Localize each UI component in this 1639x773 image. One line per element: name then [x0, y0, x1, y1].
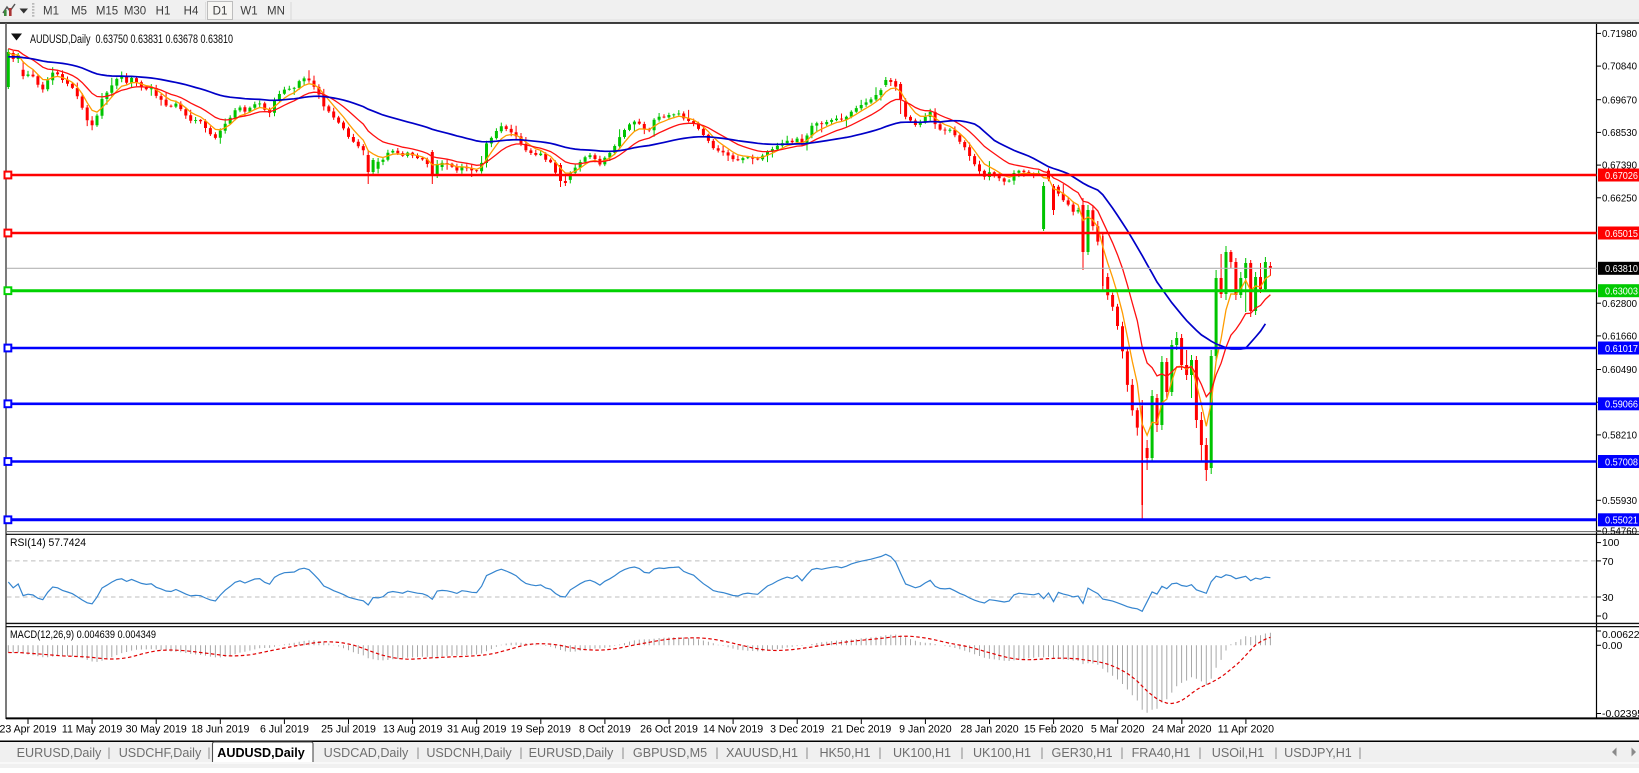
svg-text:19 Sep 2019: 19 Sep 2019	[511, 724, 571, 736]
svg-text:|: |	[1274, 746, 1277, 760]
svg-text:23 Apr 2019: 23 Apr 2019	[0, 724, 57, 736]
svg-text:26 Oct 2019: 26 Oct 2019	[640, 724, 698, 736]
svg-text:|: |	[621, 746, 624, 760]
svg-text:MN: MN	[267, 6, 285, 18]
svg-text:6 Jul 2019: 6 Jul 2019	[260, 724, 309, 736]
svg-text:0: 0	[1602, 612, 1608, 623]
svg-text:HK50,H1: HK50,H1	[819, 746, 870, 760]
svg-text:RSI(14) 57.7424: RSI(14) 57.7424	[10, 537, 86, 549]
svg-text:|: |	[1358, 746, 1361, 760]
svg-text:18 Jun 2019: 18 Jun 2019	[191, 724, 249, 736]
svg-text:0.58210: 0.58210	[1602, 431, 1637, 442]
svg-text:D1: D1	[213, 6, 228, 18]
svg-text:0.68530: 0.68530	[1602, 128, 1637, 139]
svg-text:0.61017: 0.61017	[1605, 344, 1638, 355]
svg-text:H1: H1	[156, 6, 171, 18]
svg-text:0.62800: 0.62800	[1602, 299, 1637, 310]
svg-text:11 May 2019: 11 May 2019	[62, 724, 123, 736]
svg-text:W1: W1	[240, 6, 257, 18]
svg-text:GBPUSD,M5: GBPUSD,M5	[633, 746, 707, 760]
svg-text:30 May 2019: 30 May 2019	[126, 724, 187, 736]
svg-text:0.67390: 0.67390	[1602, 161, 1637, 172]
svg-text:11 Apr 2020: 11 Apr 2020	[1218, 724, 1274, 736]
svg-text:|: |	[519, 746, 522, 760]
svg-text:UK100,H1: UK100,H1	[893, 746, 951, 760]
svg-text:0.71980: 0.71980	[1602, 29, 1637, 40]
svg-text:M30: M30	[124, 6, 146, 18]
svg-text:3 Dec 2019: 3 Dec 2019	[770, 724, 824, 736]
svg-text:|: |	[1198, 746, 1201, 760]
svg-text:|: |	[960, 746, 963, 760]
svg-text:|: |	[107, 746, 110, 760]
svg-text:0.60490: 0.60490	[1602, 365, 1637, 376]
svg-text:0.66250: 0.66250	[1602, 193, 1637, 204]
svg-text:USDCAD,Daily: USDCAD,Daily	[324, 746, 409, 760]
svg-text:UK100,H1: UK100,H1	[973, 746, 1031, 760]
svg-text:30: 30	[1602, 593, 1614, 604]
svg-text:AUDUSD,Daily: AUDUSD,Daily	[217, 746, 304, 760]
svg-text:M5: M5	[71, 6, 87, 18]
svg-text:XAUUSD,H1: XAUUSD,H1	[726, 746, 798, 760]
svg-text:0.63810: 0.63810	[1605, 264, 1638, 275]
svg-text:FRA40,H1: FRA40,H1	[1132, 746, 1191, 760]
svg-text:AUDUSD,Daily 0.63750 0.63831: AUDUSD,Daily 0.63750 0.63831 0.63678 0.6…	[30, 32, 233, 46]
svg-text:0.63003: 0.63003	[1605, 287, 1638, 298]
svg-text:USOil,H1: USOil,H1	[1212, 746, 1264, 760]
svg-text:USDJPY,H1: USDJPY,H1	[1284, 746, 1352, 760]
svg-text:|: |	[1040, 746, 1043, 760]
svg-text:21 Dec 2019: 21 Dec 2019	[831, 724, 891, 736]
svg-text:USDCNH,Daily: USDCNH,Daily	[426, 746, 512, 760]
svg-text:5 Mar 2020: 5 Mar 2020	[1091, 724, 1145, 736]
svg-text:0.55021: 0.55021	[1605, 516, 1638, 527]
svg-text:0.70840: 0.70840	[1602, 62, 1637, 73]
svg-text:28 Jan 2020: 28 Jan 2020	[960, 724, 1018, 736]
svg-text:|: |	[878, 746, 881, 760]
svg-text:|: |	[416, 746, 419, 760]
svg-text:13 Aug 2019: 13 Aug 2019	[383, 724, 443, 736]
svg-text:EURUSD,Daily: EURUSD,Daily	[17, 746, 102, 760]
svg-text:H4: H4	[184, 6, 199, 18]
svg-text:0.67026: 0.67026	[1605, 171, 1638, 182]
svg-text:EURUSD,Daily: EURUSD,Daily	[529, 746, 614, 760]
svg-text:9 Jan 2020: 9 Jan 2020	[899, 724, 952, 736]
svg-text:14 Nov 2019: 14 Nov 2019	[703, 724, 763, 736]
svg-text:USDCHF,Daily: USDCHF,Daily	[119, 746, 202, 760]
svg-text:MACD(12,26,9) 0.004639 0.00434: MACD(12,26,9) 0.004639 0.004349	[10, 629, 156, 641]
svg-text:0.57008: 0.57008	[1605, 457, 1638, 468]
svg-text:0.55930: 0.55930	[1602, 496, 1637, 507]
svg-text:M1: M1	[43, 6, 59, 18]
svg-text:|: |	[805, 746, 808, 760]
svg-text:|: |	[1120, 746, 1123, 760]
svg-text:0.00: 0.00	[1602, 641, 1622, 652]
svg-text:0.65015: 0.65015	[1605, 229, 1638, 240]
svg-text:|: |	[207, 746, 210, 760]
svg-text:M15: M15	[96, 6, 118, 18]
svg-text:|: |	[715, 746, 718, 760]
svg-text:GER30,H1: GER30,H1	[1052, 746, 1113, 760]
svg-text:25 Jul 2019: 25 Jul 2019	[321, 724, 376, 736]
svg-text:0.00622: 0.00622	[1602, 630, 1639, 641]
svg-text:31 Aug 2019: 31 Aug 2019	[447, 724, 507, 736]
svg-text:0.69670: 0.69670	[1602, 95, 1637, 106]
svg-text:100: 100	[1602, 538, 1620, 549]
svg-text:0.54760: 0.54760	[1602, 527, 1637, 538]
svg-text:0.59066: 0.59066	[1605, 400, 1638, 411]
svg-text:24 Mar 2020: 24 Mar 2020	[1152, 724, 1212, 736]
svg-text:15 Feb 2020: 15 Feb 2020	[1024, 724, 1084, 736]
svg-text:8 Oct 2019: 8 Oct 2019	[579, 724, 631, 736]
svg-text:70: 70	[1602, 557, 1614, 568]
svg-text:-0.023955: -0.023955	[1602, 709, 1639, 720]
svg-text:0.61660: 0.61660	[1602, 332, 1637, 343]
